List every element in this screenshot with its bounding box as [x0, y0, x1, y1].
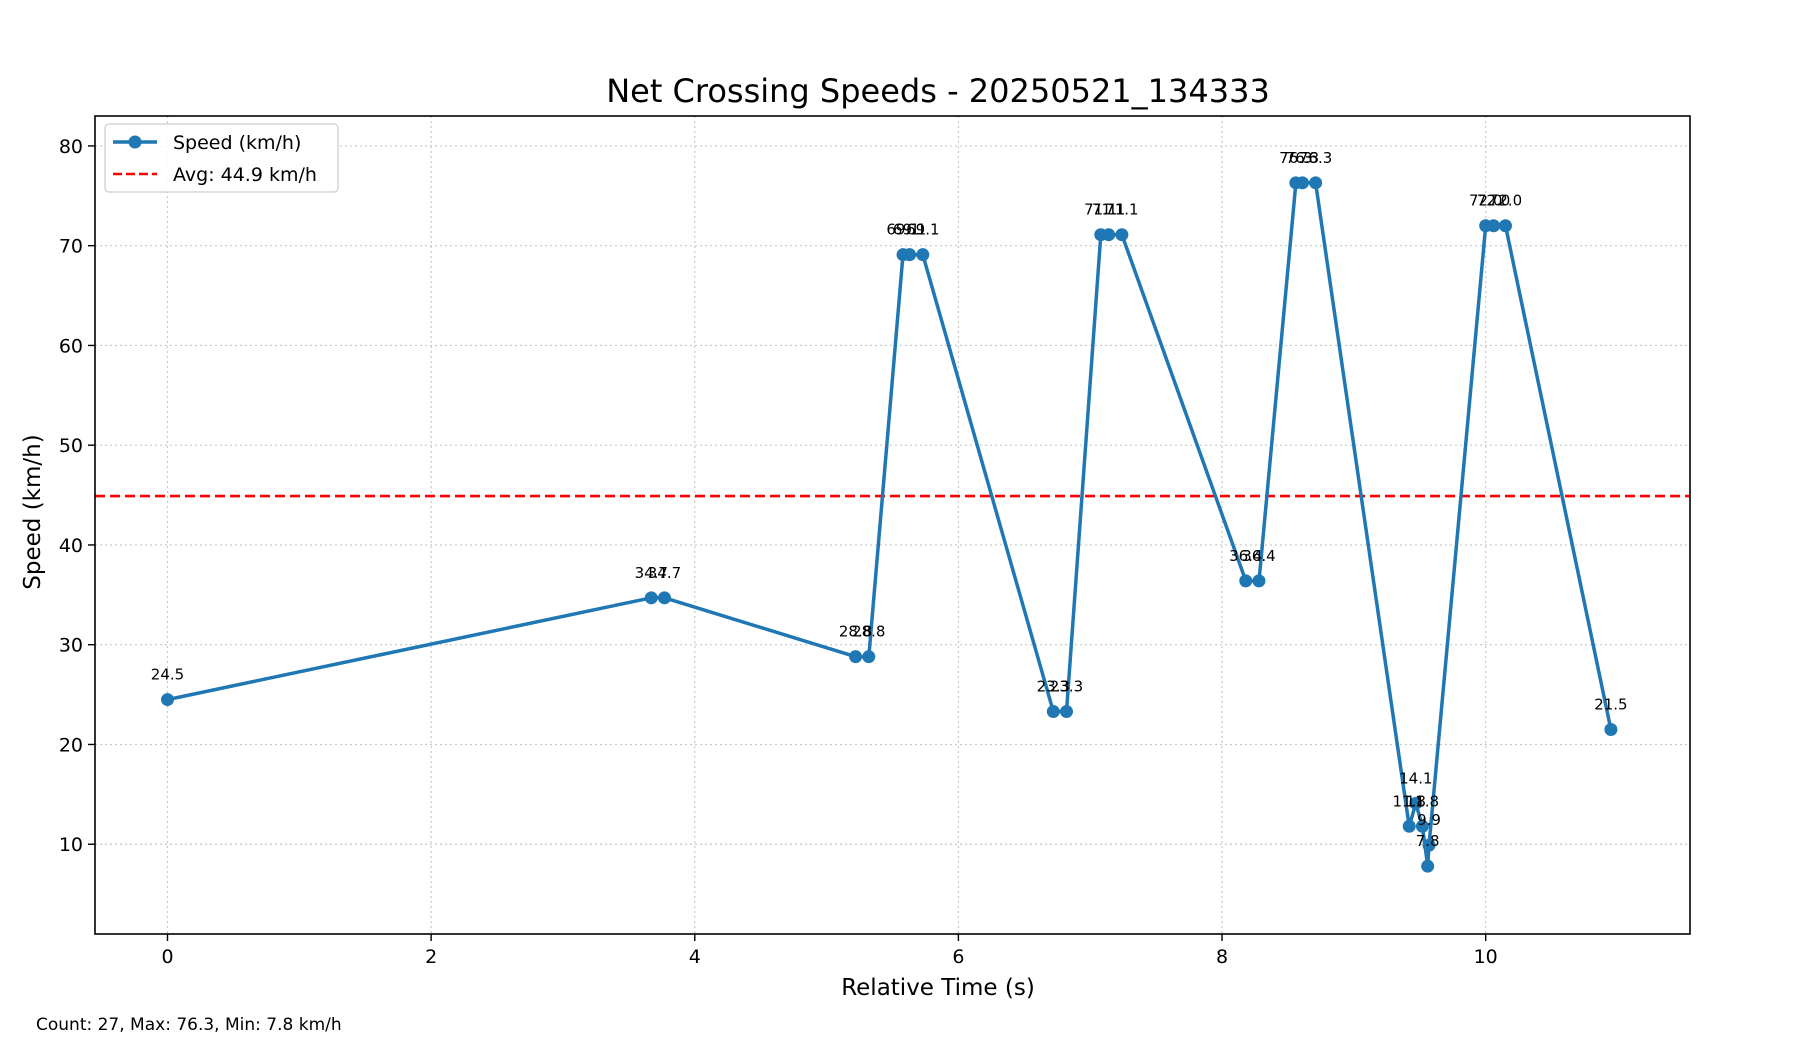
data-label: 11.8	[1406, 792, 1439, 810]
series-speed	[161, 176, 1618, 873]
x-axis-label: Relative Time (s)	[841, 975, 1035, 1001]
data-label: 24.5	[151, 666, 184, 684]
data-point	[1239, 574, 1253, 588]
data-point	[1415, 819, 1429, 833]
x-tick-label: 10	[1474, 946, 1498, 968]
data-point	[916, 248, 930, 262]
y-tick-label: 70	[59, 236, 83, 258]
data-label: 23.3	[1037, 678, 1070, 696]
legend-speed-label: Speed (km/h)	[173, 132, 301, 154]
data-label: 11.8	[1393, 792, 1426, 810]
data-label: 36.4	[1242, 547, 1275, 565]
data-point	[903, 248, 917, 262]
data-point	[1309, 176, 1323, 190]
data-label: 23.3	[1050, 678, 1083, 696]
data-point	[1046, 705, 1060, 719]
x-tick-label: 4	[689, 946, 701, 968]
chart-title: Net Crossing Speeds - 20250521_134333	[606, 72, 1270, 110]
y-tick-label: 80	[59, 136, 83, 158]
grid-lines	[95, 116, 1690, 934]
data-point	[161, 693, 174, 707]
x-tick-label: 6	[952, 946, 964, 968]
y-axis-label: Speed (km/h)	[20, 434, 46, 589]
y-tick-label: 60	[59, 335, 83, 357]
legend-speed-marker	[128, 135, 142, 149]
data-label: 34.7	[648, 564, 681, 582]
data-label: 34.7	[635, 564, 668, 582]
data-point	[1060, 705, 1073, 719]
data-point	[1402, 819, 1416, 833]
legend-avg-label: Avg: 44.9 km/h	[173, 164, 317, 186]
data-point	[1409, 796, 1423, 810]
data-label: 28.8	[852, 623, 885, 641]
data-label: 69.1	[886, 221, 919, 239]
data-label: 69.1	[906, 221, 939, 239]
data-label: 72.0	[1477, 192, 1510, 210]
data-label: 76.3	[1286, 149, 1319, 167]
data-label: 72.0	[1489, 192, 1522, 210]
data-labels: 24.5 34.734.7 28.828.8 69.169.169.1 23.323.3…	[151, 149, 1628, 850]
data-point	[657, 591, 671, 605]
legend-box	[104, 123, 339, 193]
data-label: 69.1	[893, 221, 926, 239]
data-label: 7.8	[1416, 832, 1440, 850]
data-point	[1102, 228, 1116, 242]
data-label: 76.3	[1299, 149, 1332, 167]
x-tick-label: 8	[1216, 946, 1228, 968]
data-label: 36.4	[1229, 547, 1262, 565]
data-point	[1604, 723, 1618, 736]
data-point	[1487, 219, 1501, 233]
data-label: 28.8	[839, 623, 872, 641]
axis-ticks: 0 2 4 6 8 10 10 20 30 40 50 60 70 80	[59, 136, 1498, 968]
stats-footer: Count: 27, Max: 76.3, Min: 7.8 km/h	[36, 1015, 342, 1035]
y-tick-label: 40	[59, 535, 83, 557]
data-label: 72.0	[1469, 192, 1502, 210]
data-point	[1498, 219, 1512, 233]
y-tick-label: 10	[59, 834, 83, 856]
y-tick-label: 20	[59, 734, 83, 756]
data-point	[1252, 574, 1266, 588]
series-line	[167, 181, 1613, 868]
y-tick-label: 30	[59, 635, 83, 657]
data-point	[1115, 228, 1129, 242]
data-label: 21.5	[1594, 696, 1627, 714]
data-label: 14.1	[1399, 769, 1432, 787]
data-point	[1422, 838, 1436, 852]
data-point	[644, 591, 658, 605]
data-point	[1295, 176, 1309, 190]
data-point	[849, 650, 863, 664]
plot-frame	[94, 115, 1691, 935]
data-label: 76.3	[1279, 149, 1312, 167]
data-label: 9.9	[1417, 811, 1441, 829]
data-label: 71.1	[1105, 201, 1138, 219]
y-tick-label: 50	[59, 435, 83, 457]
data-label: 71.1	[1084, 201, 1117, 219]
x-tick-label: 0	[161, 946, 173, 968]
legend: Speed (km/h) Avg: 44.9 km/h	[104, 123, 339, 193]
data-label: 71.1	[1092, 201, 1125, 219]
data-point	[862, 650, 876, 664]
data-point	[1421, 859, 1435, 873]
x-tick-label: 2	[425, 946, 437, 968]
